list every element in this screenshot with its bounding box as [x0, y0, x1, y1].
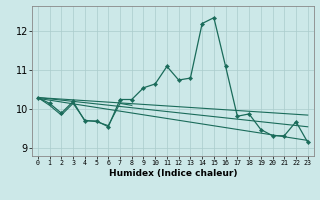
- X-axis label: Humidex (Indice chaleur): Humidex (Indice chaleur): [108, 169, 237, 178]
